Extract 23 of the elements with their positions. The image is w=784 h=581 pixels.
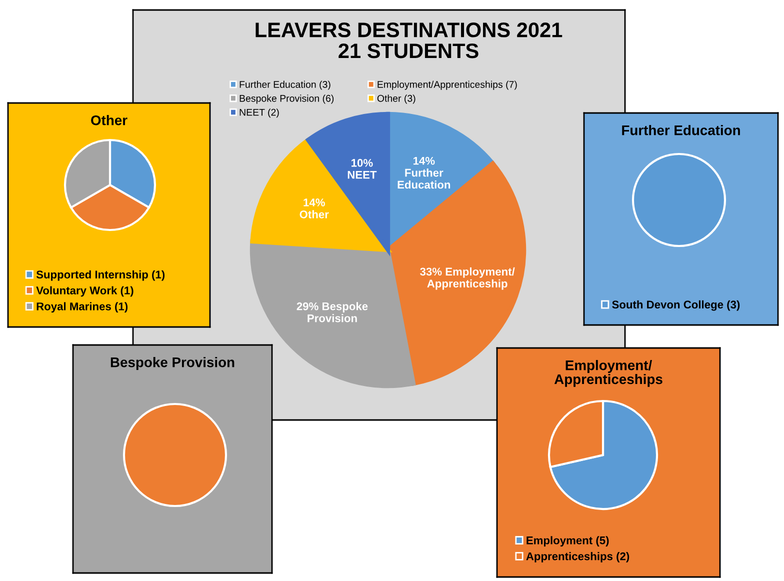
pie-slice xyxy=(549,400,658,510)
chart-subtitle: 21 STUDENTS xyxy=(338,43,478,58)
legend-label: Royal Marines (1) xyxy=(36,302,128,313)
data-label: 10% NEET xyxy=(348,158,377,179)
legend-label: Further Education (3) xyxy=(240,80,330,90)
chart-title: Employment/ Apprenticeships xyxy=(554,360,662,387)
chart-title: Other xyxy=(91,115,128,126)
legend-label: Voluntary Work (1) xyxy=(36,286,134,297)
legend-label: Bespoke Provision (6) xyxy=(240,94,334,104)
legend-label: NEET (2) xyxy=(240,108,279,118)
data-label: 33% Employment/ Apprenticeship xyxy=(420,267,515,290)
legend-label: Employment (5) xyxy=(526,536,609,547)
chart-title: LEAVERS DESTINATIONS 2021 xyxy=(256,22,562,38)
data-label: 14% Further Education xyxy=(398,156,450,189)
legend-label: Other (3) xyxy=(377,94,416,104)
legend-label: Employment/Apprenticeships (7) xyxy=(378,80,517,90)
legend-label: Apprenticeships (2) xyxy=(526,552,630,562)
data-label: 29% Bespoke Provision xyxy=(296,302,368,322)
chart-title: Bespoke Provision xyxy=(110,357,234,370)
legend-label: Supported Internship (1) xyxy=(36,270,165,281)
chart-title: Further Education xyxy=(622,125,740,136)
data-label: 14% Other xyxy=(300,198,329,218)
legend-label: South Devon College (3) xyxy=(612,300,740,311)
